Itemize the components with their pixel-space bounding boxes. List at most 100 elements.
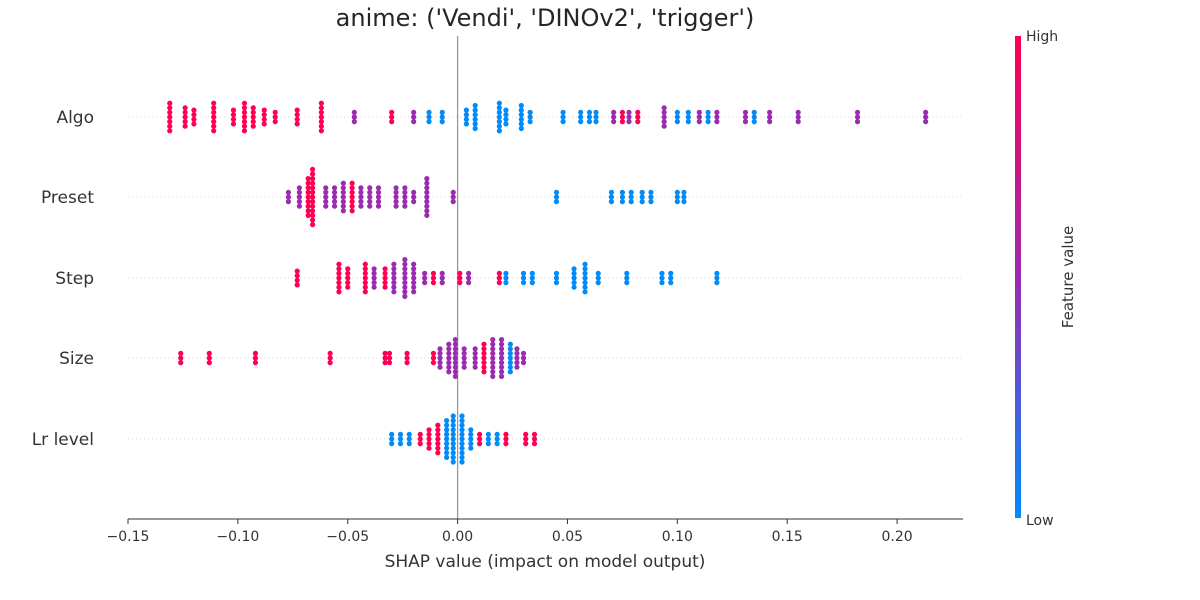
shap-point (507, 360, 513, 366)
shap-point (705, 119, 711, 125)
shap-point (294, 282, 300, 288)
shap-point (206, 355, 212, 361)
shap-point (191, 116, 197, 122)
shap-point (382, 355, 388, 361)
shap-point (498, 355, 505, 361)
shap-point (490, 346, 496, 352)
shap-point (345, 280, 351, 286)
shap-point (309, 217, 316, 223)
shap-point (206, 350, 212, 356)
shap-point (681, 194, 687, 200)
shap-point (402, 284, 408, 290)
shap-point (463, 112, 469, 118)
shap-point (424, 203, 430, 209)
shap-point (490, 341, 496, 347)
shap-point (507, 350, 513, 356)
shap-point (336, 280, 342, 286)
shap-point (439, 275, 445, 281)
shap-point (191, 121, 197, 127)
shap-point (406, 431, 412, 437)
shap-point (767, 119, 773, 125)
shap-point (305, 176, 311, 182)
shap-point (496, 270, 502, 276)
shap-point (494, 441, 500, 447)
shap-point (323, 194, 329, 200)
shap-point (318, 119, 324, 125)
shap-point (351, 114, 357, 120)
shap-point (167, 123, 173, 129)
shap-point (285, 199, 292, 205)
shap-point (472, 112, 478, 118)
shap-point (553, 194, 560, 200)
shap-point (674, 189, 680, 195)
shap-point (309, 208, 316, 214)
shap-point (520, 275, 527, 281)
shap-point (426, 436, 432, 442)
shap-point (167, 114, 173, 120)
shap-point (411, 275, 417, 281)
shap-point (490, 360, 496, 366)
shap-point (250, 109, 256, 115)
shap-point (402, 189, 408, 195)
shap-point (514, 350, 520, 356)
shap-point (520, 360, 527, 366)
shap-point (375, 203, 382, 209)
shap-point (463, 121, 469, 127)
shap-point (345, 266, 351, 272)
shap-point (402, 185, 408, 191)
shap-point (571, 270, 577, 276)
x-axis-label: SHAP value (impact on model output) (385, 552, 706, 572)
shap-point (430, 280, 437, 286)
shap-point (457, 275, 463, 281)
shap-point (685, 109, 691, 115)
shap-point (518, 107, 524, 113)
shap-point (309, 189, 316, 195)
shap-point (439, 119, 445, 125)
shap-point (468, 427, 474, 433)
shap-point (520, 270, 527, 276)
shap-point (305, 208, 311, 214)
shap-point (472, 355, 478, 361)
shap-point (349, 199, 355, 205)
shap-point (424, 194, 430, 200)
shap-point (457, 270, 463, 276)
shap-point (382, 270, 388, 276)
shap-point (472, 346, 478, 352)
shap-point (430, 270, 437, 276)
shap-point (459, 450, 465, 456)
shap-point (674, 114, 680, 120)
shap-point (426, 431, 432, 437)
shap-point (503, 280, 509, 286)
shap-point (382, 360, 388, 366)
shap-point (336, 270, 342, 276)
shap-point (305, 185, 311, 191)
shap-point (241, 123, 248, 129)
x-tick-label: 0.05 (552, 529, 583, 545)
shap-point (452, 373, 459, 379)
shap-point (182, 114, 188, 120)
shap-point (529, 280, 535, 286)
shap-point (424, 176, 430, 182)
shap-point (742, 114, 749, 120)
shap-point (340, 185, 346, 191)
shap-point (305, 189, 311, 195)
shap-point (450, 194, 456, 200)
shap-point (608, 189, 615, 195)
shap-point (211, 119, 217, 125)
shap-point (327, 350, 333, 356)
shap-points (167, 100, 929, 465)
shap-point (619, 119, 626, 125)
shap-point (362, 280, 368, 286)
shap-point (476, 441, 483, 447)
shap-point (639, 194, 645, 200)
shap-point (494, 436, 500, 442)
shap-point (450, 454, 456, 460)
shap-point (211, 128, 217, 134)
feature-label: Size (59, 349, 94, 369)
shap-point (490, 364, 496, 370)
shap-point (619, 114, 626, 120)
shap-point (468, 431, 474, 437)
shap-point (553, 275, 560, 281)
shap-point (402, 257, 408, 263)
shap-point (178, 355, 184, 361)
